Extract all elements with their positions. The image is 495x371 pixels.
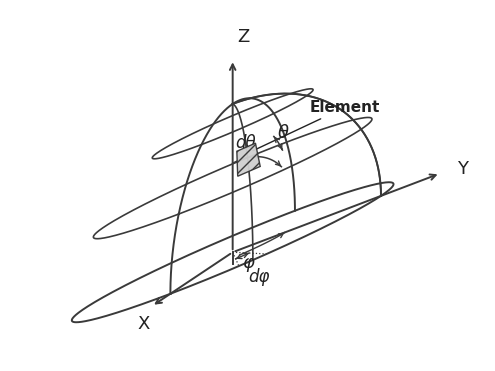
Text: X: X [138,315,150,334]
Polygon shape [237,143,260,176]
Text: Y: Y [456,160,468,178]
Text: Z: Z [237,28,249,46]
Text: θ: θ [278,124,289,142]
Text: dθ: dθ [236,134,256,152]
Text: dφ: dφ [248,268,270,286]
Text: Element: Element [253,100,380,151]
Text: φ: φ [243,255,254,272]
